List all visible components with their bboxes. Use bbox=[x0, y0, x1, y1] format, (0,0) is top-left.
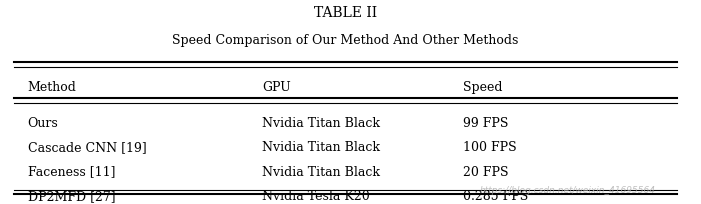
Text: 0.285 FPS: 0.285 FPS bbox=[463, 189, 528, 202]
Text: DP2MFD [27]: DP2MFD [27] bbox=[27, 189, 115, 202]
Text: TABLE II: TABLE II bbox=[314, 6, 377, 20]
Text: Ours: Ours bbox=[27, 117, 58, 130]
Text: Faceness [11]: Faceness [11] bbox=[27, 165, 115, 178]
Text: Nvidia Titan Black: Nvidia Titan Black bbox=[262, 165, 381, 178]
Text: Speed Comparison of Our Method And Other Methods: Speed Comparison of Our Method And Other… bbox=[172, 34, 519, 47]
Text: https://blog.csdn.net/weixin_41695564: https://blog.csdn.net/weixin_41695564 bbox=[480, 185, 656, 194]
Text: 99 FPS: 99 FPS bbox=[463, 117, 508, 130]
Text: GPU: GPU bbox=[262, 81, 291, 94]
Text: Method: Method bbox=[27, 81, 76, 94]
Text: 20 FPS: 20 FPS bbox=[463, 165, 508, 178]
Text: Nvidia Tesla K20: Nvidia Tesla K20 bbox=[262, 189, 370, 202]
Text: 100 FPS: 100 FPS bbox=[463, 141, 517, 154]
Text: Cascade CNN [19]: Cascade CNN [19] bbox=[27, 141, 147, 154]
Text: Nvidia Titan Black: Nvidia Titan Black bbox=[262, 141, 381, 154]
Text: Nvidia Titan Black: Nvidia Titan Black bbox=[262, 117, 381, 130]
Text: Speed: Speed bbox=[463, 81, 503, 94]
